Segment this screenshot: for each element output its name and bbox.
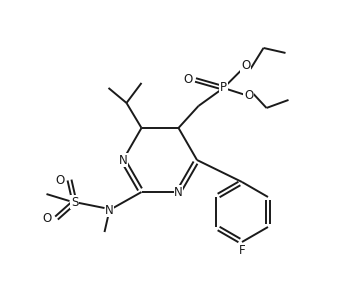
Text: F: F bbox=[239, 245, 245, 258]
Text: S: S bbox=[71, 196, 78, 208]
Text: O: O bbox=[241, 59, 250, 72]
Text: O: O bbox=[244, 89, 253, 103]
Text: N: N bbox=[105, 204, 114, 216]
Text: O: O bbox=[55, 174, 64, 187]
Text: O: O bbox=[183, 74, 192, 86]
Text: N: N bbox=[119, 153, 128, 166]
Text: P: P bbox=[220, 82, 227, 95]
Text: O: O bbox=[42, 212, 51, 225]
Text: N: N bbox=[174, 185, 183, 199]
